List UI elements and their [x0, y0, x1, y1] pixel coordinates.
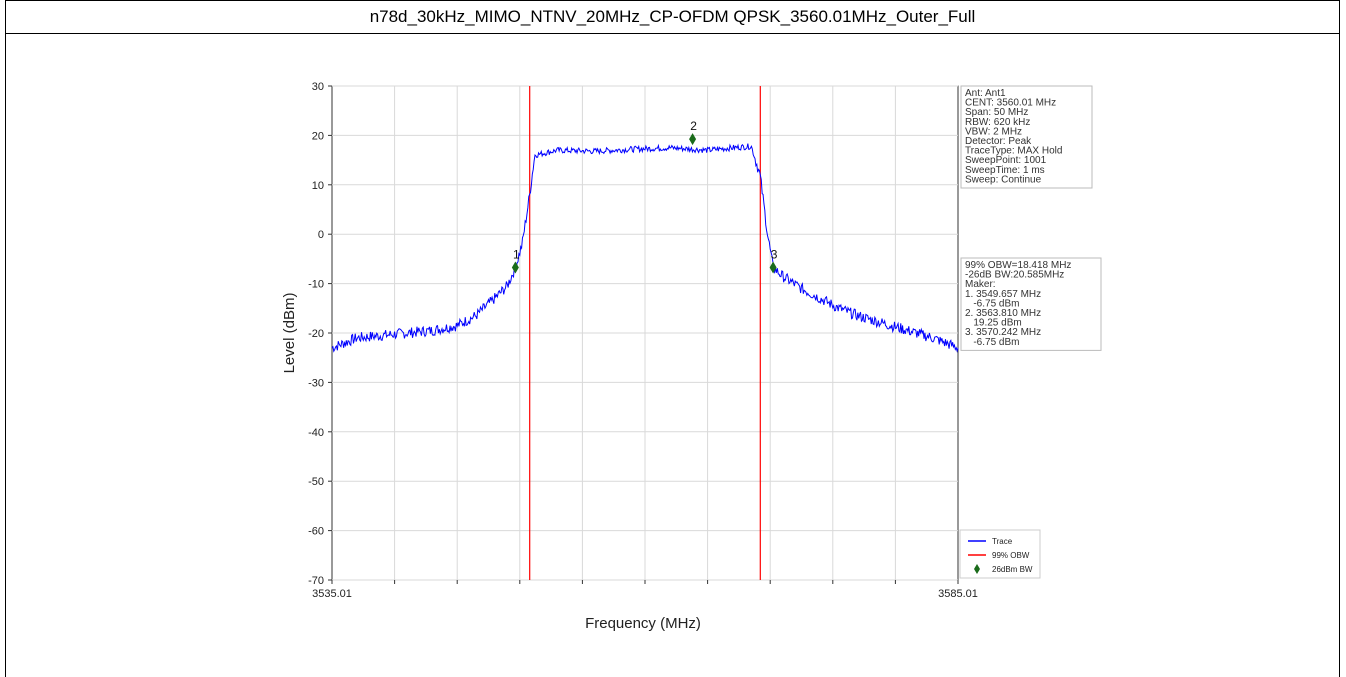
x-axis: 3535.01 3585.01 — [312, 580, 978, 600]
x-axis-label: Frequency (MHz) — [585, 615, 701, 632]
chart-title: n78d_30kHz_MIMO_NTNV_20MHz_CP-OFDM QPSK_… — [6, 0, 1339, 34]
marker-label: 3 — [771, 248, 778, 262]
info-line: -6.75 dBm — [965, 298, 1019, 309]
info-box-frame — [960, 85, 1093, 189]
marker-label: 1 — [513, 248, 520, 262]
marker-label: 2 — [690, 119, 697, 133]
y-tick-label: -60 — [308, 526, 324, 538]
y-tick-label: 20 — [312, 130, 324, 142]
info-box-results: 99% OBW=18.418 MHz-26dB BW:20.585MHzMake… — [960, 257, 1102, 351]
frame: n78d_30kHz_MIMO_NTNV_20MHz_CP-OFDM QPSK_… — [5, 0, 1340, 677]
info-line: 1. 3549.657 MHz — [965, 289, 1041, 300]
legend: Trace 99% OBW 26dBm BW — [959, 529, 1041, 579]
info-line: Detector: Peak — [965, 136, 1032, 147]
marker-point — [769, 261, 777, 274]
info-line: 19.25 dBm — [965, 318, 1022, 329]
legend-entry: 26dBm BW — [992, 565, 1033, 574]
series-line-trace — [331, 143, 959, 353]
y-axis: 30 20 10 0 -10 -20 -30 -40 -50 -60 -70 — [308, 81, 332, 587]
y-tick-label: -70 — [308, 575, 324, 587]
marker-point — [689, 133, 697, 146]
x-tick-label: 3585.01 — [938, 588, 978, 600]
info-line: -26dB BW:20.585MHz — [965, 270, 1064, 281]
info-box-frame — [960, 257, 1102, 351]
info-line: 2. 3563.810 MHz — [965, 308, 1041, 319]
info-line: Span: 50 MHz — [965, 107, 1028, 118]
info-line: VBW: 2 MHz — [965, 126, 1022, 137]
info-line: SweepTime: 1 ms — [965, 165, 1045, 176]
grid — [332, 85, 958, 581]
y-tick-label: -30 — [308, 377, 324, 389]
y-tick-label: -50 — [308, 476, 324, 488]
marker-point — [511, 261, 519, 274]
info-line: Sweep: Continue — [965, 174, 1042, 185]
info-line: Maker: — [965, 279, 996, 290]
info-line: Ant: Ant1 — [965, 88, 1006, 99]
obw-lines — [529, 86, 761, 580]
y-tick-label: -20 — [308, 328, 324, 340]
x-tick-label: 3535.01 — [312, 588, 352, 600]
y-tick-label: -40 — [308, 427, 324, 439]
series-group — [331, 143, 959, 353]
info-line: CENT: 3560.01 MHz — [965, 98, 1056, 109]
legend-frame — [959, 529, 1041, 579]
info-line: TraceType: MAX Hold — [965, 146, 1062, 157]
markers-group: 1 2 3 — [511, 119, 778, 274]
y-tick-label: 30 — [312, 81, 324, 93]
legend-swatch — [974, 564, 980, 574]
legend-entry: Trace — [992, 537, 1013, 546]
y-axis-label: Level (dBm) — [281, 293, 298, 374]
info-line: RBW: 620 kHz — [965, 117, 1030, 128]
info-line: 99% OBW=18.418 MHz — [965, 260, 1071, 271]
legend-entry: 99% OBW — [992, 551, 1030, 560]
info-line: 3. 3570.242 MHz — [965, 327, 1041, 338]
y-tick-label: 0 — [318, 229, 324, 241]
y-tick-label: 10 — [312, 180, 324, 192]
info-line: SweepPoint: 1001 — [965, 155, 1047, 166]
y-tick-label: -10 — [308, 279, 324, 291]
info-line: -6.75 dBm — [965, 337, 1019, 348]
